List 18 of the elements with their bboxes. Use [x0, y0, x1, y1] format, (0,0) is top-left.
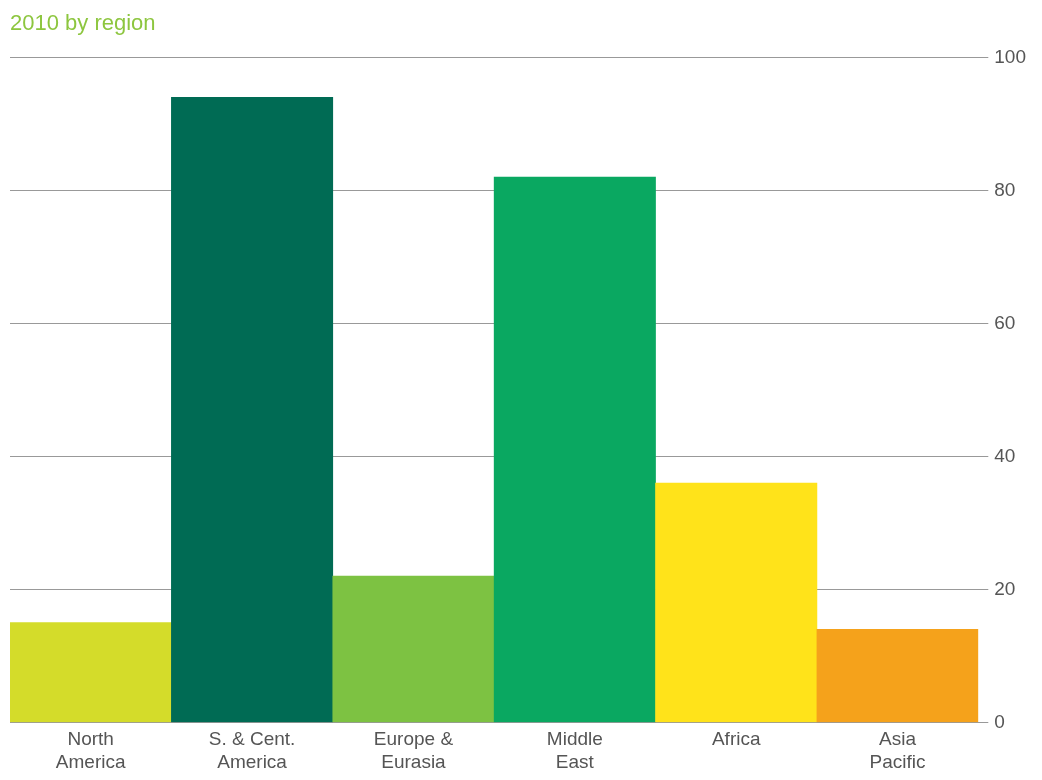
category-label: Africa [711, 728, 761, 750]
y-tick-label: 80 [994, 178, 1016, 200]
category-label: Middle [546, 728, 603, 750]
category-label: North [67, 728, 114, 750]
category-label: S. & Cent. [208, 728, 296, 750]
y-tick-label: 0 [994, 710, 1005, 732]
category-label: America [55, 750, 126, 772]
category-label: East [555, 750, 594, 772]
category-label: Pacific [869, 750, 926, 772]
y-tick-label: 20 [994, 577, 1016, 599]
y-tick-label: 40 [994, 444, 1016, 466]
y-tick-label: 100 [994, 45, 1026, 67]
chart-title: 2010 by region [10, 10, 156, 36]
y-tick-label: 60 [994, 311, 1016, 333]
category-label: Asia [879, 728, 917, 750]
category-label: America [217, 750, 287, 772]
category-label: Eurasia [381, 750, 446, 772]
category-label: Europe & [373, 728, 454, 750]
